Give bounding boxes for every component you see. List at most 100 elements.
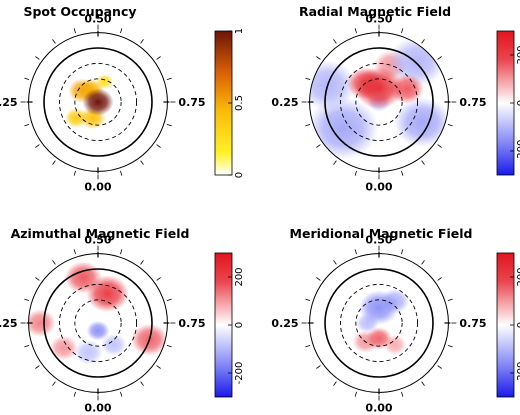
map-feature bbox=[74, 340, 103, 365]
phase-label: 0.25 bbox=[0, 96, 18, 109]
panel-title: Spot Occupancy bbox=[23, 4, 136, 19]
map-features bbox=[64, 74, 114, 130]
phase-tick bbox=[305, 77, 311, 80]
colorbar-tick-label: -200 bbox=[234, 362, 245, 385]
phase-tick bbox=[52, 260, 56, 265]
latitude-circle bbox=[339, 62, 419, 142]
phase-tick bbox=[24, 298, 30, 301]
phase-tick bbox=[316, 365, 321, 369]
phase-tick bbox=[354, 28, 357, 34]
colorbar-tick-label: 200 bbox=[234, 267, 245, 286]
colorbar-tick-label: 1 bbox=[234, 28, 245, 34]
phase-tick bbox=[73, 391, 76, 397]
phase-tick bbox=[156, 144, 161, 148]
panel-title: Azimuthal Magnetic Field bbox=[11, 226, 190, 241]
phase-tick bbox=[73, 28, 76, 34]
phase-tick bbox=[401, 28, 404, 34]
phase-tick bbox=[156, 56, 161, 60]
phase-tick bbox=[333, 260, 337, 265]
phase-tick bbox=[156, 277, 161, 281]
colorbar-tick-label: -200 bbox=[516, 140, 520, 163]
phase-tick bbox=[437, 365, 442, 369]
phase-tick bbox=[447, 298, 453, 301]
phase-tick bbox=[35, 144, 40, 148]
phase-tick bbox=[120, 249, 123, 255]
equator-circle bbox=[324, 268, 434, 378]
latitude-circle bbox=[355, 78, 403, 126]
colorbar-tick-label: -200 bbox=[516, 362, 520, 385]
phase-tick bbox=[447, 345, 453, 348]
phase-tick bbox=[35, 365, 40, 369]
equator-circle bbox=[43, 47, 153, 157]
colorbar-tick-label: 0 bbox=[234, 172, 245, 178]
phase-label: 0.75 bbox=[459, 317, 486, 330]
colorbar-tick-label: 0.5 bbox=[234, 95, 245, 111]
phase-label: 0.00 bbox=[365, 180, 392, 193]
colorbar-tick-label: 0 bbox=[234, 322, 245, 328]
phase-label: 0.50 bbox=[84, 13, 111, 26]
equator-circle bbox=[43, 268, 153, 378]
phase-tick bbox=[354, 170, 357, 176]
phase-tick bbox=[421, 260, 425, 265]
phase-tick bbox=[140, 260, 144, 265]
phase-tick bbox=[401, 391, 404, 397]
phase-tick bbox=[166, 77, 172, 80]
phase-tick bbox=[166, 124, 172, 127]
phase-tick bbox=[24, 124, 30, 127]
phase-tick bbox=[73, 170, 76, 176]
phase-tick bbox=[52, 160, 56, 165]
phase-tick bbox=[73, 249, 76, 255]
phase-tick bbox=[401, 249, 404, 255]
phase-tick bbox=[166, 345, 172, 348]
phase-tick bbox=[333, 381, 337, 386]
latitude-circle bbox=[58, 62, 138, 142]
phase-tick bbox=[24, 77, 30, 80]
phase-tick bbox=[437, 144, 442, 148]
colorbar-tick-label: 0 bbox=[516, 100, 520, 106]
phase-label: 0.25 bbox=[0, 317, 18, 330]
map-feature bbox=[86, 320, 110, 341]
phase-tick bbox=[447, 77, 453, 80]
phase-label: 0.00 bbox=[84, 401, 111, 414]
map-feature bbox=[359, 290, 399, 325]
phase-label: 0.75 bbox=[459, 96, 486, 109]
phase-label: 0.50 bbox=[365, 234, 392, 247]
phase-tick bbox=[140, 160, 144, 165]
phase-label: 0.75 bbox=[178, 96, 205, 109]
phase-tick bbox=[35, 56, 40, 60]
phase-tick bbox=[120, 28, 123, 34]
phase-tick bbox=[140, 381, 144, 386]
map-feature bbox=[49, 335, 78, 361]
phase-tick bbox=[52, 381, 56, 386]
phase-tick bbox=[305, 345, 311, 348]
phase-tick bbox=[333, 39, 337, 44]
phase-label: 0.25 bbox=[271, 317, 298, 330]
phase-tick bbox=[166, 298, 172, 301]
map-feature bbox=[366, 327, 392, 350]
map-feature bbox=[101, 333, 127, 356]
latitude-circle bbox=[74, 78, 122, 126]
phase-tick bbox=[316, 277, 321, 281]
phase-tick bbox=[305, 124, 311, 127]
panel-title: Meridional Magnetic Field bbox=[290, 226, 473, 241]
latitude-circle bbox=[58, 283, 138, 363]
latitude-circle bbox=[355, 299, 403, 347]
colorbar-tick-label: 0 bbox=[516, 322, 520, 328]
phase-tick bbox=[447, 124, 453, 127]
map-feature bbox=[393, 97, 449, 148]
phase-tick bbox=[140, 39, 144, 44]
phase-tick bbox=[156, 365, 161, 369]
map-feature bbox=[309, 97, 379, 160]
map-feature bbox=[28, 309, 56, 337]
map-features bbox=[352, 288, 410, 355]
phase-label: 0.50 bbox=[84, 234, 111, 247]
phase-label: 0.00 bbox=[84, 180, 111, 193]
phase-tick bbox=[120, 170, 123, 176]
phase-tick bbox=[52, 39, 56, 44]
equator-circle bbox=[324, 47, 434, 157]
phase-tick bbox=[437, 56, 442, 60]
phase-tick bbox=[401, 170, 404, 176]
